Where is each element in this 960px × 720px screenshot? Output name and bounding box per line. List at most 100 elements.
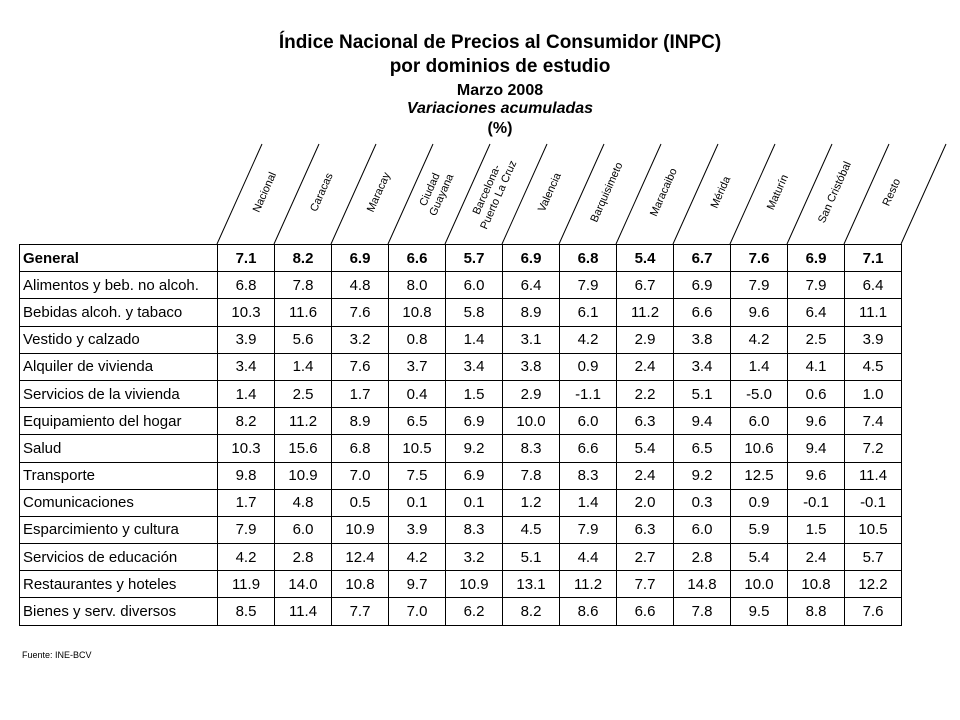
table-cell: 6.2 [445, 597, 503, 626]
header-divider [216, 143, 263, 245]
table-cell: 3.8 [502, 352, 560, 381]
table-row: Restaurantes y hoteles 11.9 14.0 10.8 9.7 10.… [19, 570, 902, 599]
data-table: General 7.1 8.2 6.9 6.6 5.7 6.9 6.8 5.4 6.7 7.6 6.9… [19, 243, 902, 626]
table-cell: 8.3 [445, 515, 503, 545]
table-row: Bebidas alcoh. y tabaco 10.3 11.6 7.6 10.8 5.… [19, 298, 902, 327]
column-header: Resto [881, 177, 904, 208]
title-date: Marzo 2008 [456, 82, 544, 99]
table-cell: 4.2 [730, 325, 788, 354]
table-cell: 9.2 [445, 434, 503, 463]
table-cell: 2.5 [787, 325, 845, 354]
column-header-line: Maracaibo [648, 167, 680, 219]
table-cell: 7.9 [730, 271, 788, 300]
column-header-line: Maracay [365, 170, 393, 214]
table-cell: 6.4 [787, 298, 845, 327]
table-cell: 6.9 [445, 461, 503, 490]
table-row: Servicios de educación 4.2 2.8 12.4 4.2 3.2 5.… [19, 543, 902, 572]
row-label: Vestido y calzado [19, 325, 218, 354]
table-row: Salud 10.3 15.6 6.8 10.5 9.2 8.3 6.6 5.4 6.5 10.6 9… [19, 434, 902, 463]
table-cell: 9.6 [787, 407, 845, 436]
column-header: Maracay [365, 170, 393, 214]
header-divider [273, 143, 320, 245]
row-label: Transporte [19, 461, 218, 490]
table-cell: 11.4 [274, 597, 332, 626]
table-cell: 6.0 [274, 515, 332, 545]
table-cell: 10.0 [502, 407, 560, 436]
table-cell: 8.9 [331, 407, 389, 436]
table-cell: 7.7 [331, 597, 389, 626]
table-row: Comunicaciones 1.7 4.8 0.5 0.1 0.1 1.2 1.4 2.0 0.… [19, 488, 902, 517]
table-cell: 7.0 [331, 461, 389, 490]
table-cell: 10.6 [730, 434, 788, 463]
table-cell: 6.6 [388, 243, 446, 273]
table-cell: 6.8 [217, 271, 275, 300]
column-header-line: Mérida [709, 174, 734, 210]
row-label: Salud [19, 434, 218, 463]
table-cell: 9.8 [217, 461, 275, 490]
table-cell: 0.9 [730, 488, 788, 517]
table-cell: 10.9 [274, 461, 332, 490]
row-label: Servicios de la vivienda [19, 379, 218, 409]
title-measure: Variaciones acumuladas [406, 100, 594, 117]
table-cell: 0.3 [673, 488, 731, 517]
row-label: Alimentos y beb. no alcoh. [19, 271, 218, 300]
table-cell: 11.9 [217, 570, 275, 599]
table-cell: 3.1 [502, 325, 560, 354]
table-cell: 4.8 [274, 488, 332, 517]
table-row: General 7.1 8.2 6.9 6.6 5.7 6.9 6.8 5.4 6.7 7.6 6.9… [19, 243, 902, 273]
row-label: Comunicaciones [19, 488, 218, 517]
table-cell: 6.6 [616, 597, 674, 626]
table-cell: 1.4 [559, 488, 617, 517]
table-row: Esparcimiento y cultura 7.9 6.0 10.9 3.9 8.3 4… [19, 515, 902, 545]
table-cell: 6.5 [388, 407, 446, 436]
row-label: Equipamiento del hogar [19, 407, 218, 436]
table-cell: 8.3 [502, 434, 560, 463]
column-header: Barquisimeto [588, 161, 625, 225]
table-cell: 15.6 [274, 434, 332, 463]
table-cell: 3.7 [388, 352, 446, 381]
table-cell: 9.7 [388, 570, 446, 599]
table-cell: 5.9 [730, 515, 788, 545]
table-cell: 10.5 [844, 515, 902, 545]
table-cell: 0.1 [445, 488, 503, 517]
table-cell: 8.0 [388, 271, 446, 300]
table-cell: 8.8 [787, 597, 845, 626]
table-cell: 1.7 [331, 379, 389, 409]
table-cell: 6.5 [673, 434, 731, 463]
table-cell: 6.8 [559, 243, 617, 273]
table-cell: 6.7 [673, 243, 731, 273]
table-cell: 9.4 [673, 407, 731, 436]
table-cell: 3.4 [673, 352, 731, 381]
table-cell: 5.4 [730, 543, 788, 572]
table-cell: 2.8 [673, 543, 731, 572]
table-cell: 1.5 [445, 379, 503, 409]
table-row: Alimentos y beb. no alcoh. 6.8 7.8 4.8 8.0 6.… [19, 271, 902, 300]
table-cell: 0.5 [331, 488, 389, 517]
column-headers: Nacional Caracas Maracay CiudadGuayana Barce… [216, 143, 947, 245]
table-cell: 7.9 [217, 515, 275, 545]
table-cell: 7.7 [616, 570, 674, 599]
table-cell: 2.9 [502, 379, 560, 409]
table-cell: 5.4 [616, 243, 674, 273]
table-cell: 1.5 [787, 515, 845, 545]
table-cell: 7.6 [730, 243, 788, 273]
table-cell: 4.2 [388, 543, 446, 572]
table-cell: 3.4 [445, 352, 503, 381]
table-cell: 10.9 [331, 515, 389, 545]
column-header: Barcelona-Puerto La Cruz [466, 154, 519, 232]
table-cell: 10.5 [388, 434, 446, 463]
table-cell: 2.4 [616, 461, 674, 490]
table-cell: 6.0 [445, 271, 503, 300]
table-cell: 3.9 [844, 325, 902, 354]
table-cell: 6.9 [787, 243, 845, 273]
column-header-line: Nacional [251, 170, 279, 214]
header-divider [501, 143, 548, 245]
column-header: San Cristóbal [816, 160, 854, 225]
table-cell: 2.0 [616, 488, 674, 517]
table-cell: 2.4 [787, 543, 845, 572]
table-cell: 7.5 [388, 461, 446, 490]
table-cell: 5.1 [502, 543, 560, 572]
table-cell: 2.9 [616, 325, 674, 354]
table-cell: 2.5 [274, 379, 332, 409]
table-cell: 4.4 [559, 543, 617, 572]
